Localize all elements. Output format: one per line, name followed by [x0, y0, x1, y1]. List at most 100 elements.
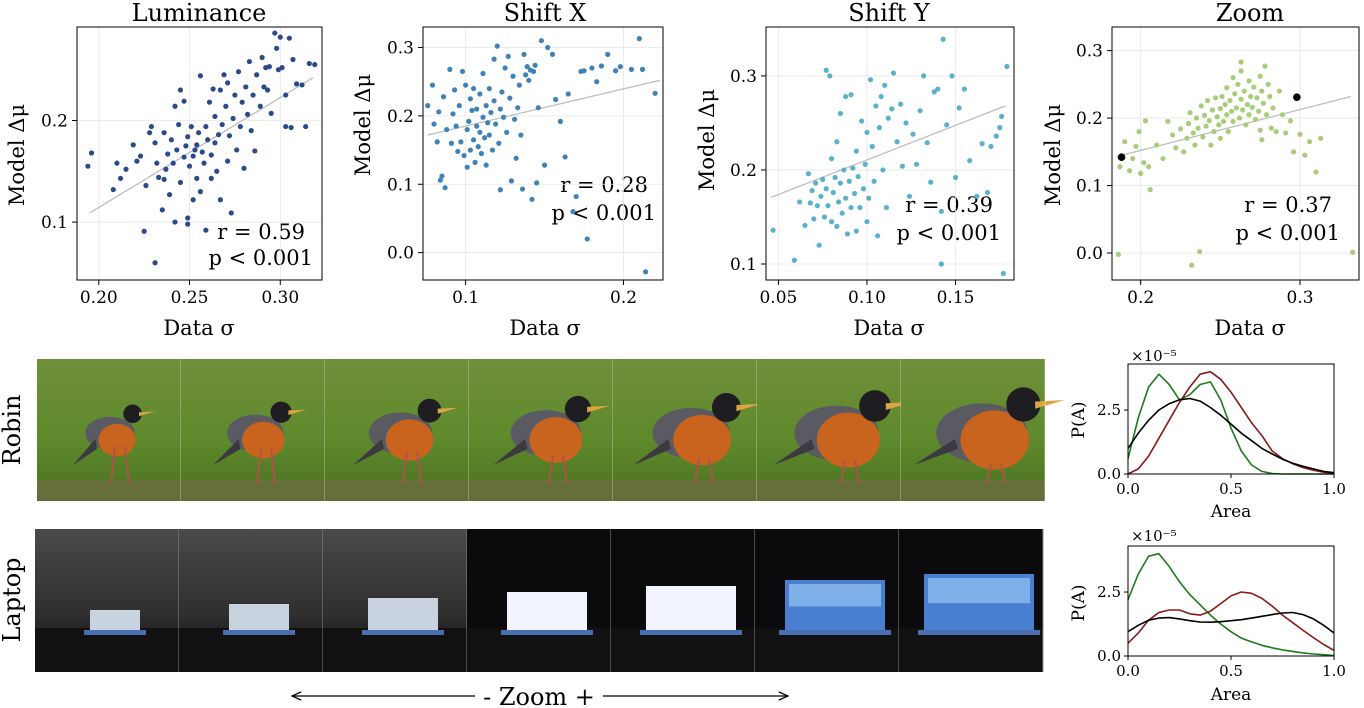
x-tick-label: 0.5 [1219, 662, 1243, 680]
data-point [488, 109, 494, 116]
ground-patch [37, 480, 181, 501]
data-point [1141, 160, 1147, 166]
data-point [1273, 128, 1279, 135]
data-point [510, 73, 516, 79]
data-point [85, 163, 91, 169]
data-point [882, 82, 888, 88]
data-point [469, 107, 475, 114]
data-point [217, 197, 223, 203]
data-point [605, 51, 611, 57]
data-point [1211, 128, 1217, 135]
data-point [885, 115, 891, 121]
data-point [589, 65, 595, 71]
data-point [497, 106, 503, 112]
data-point [250, 92, 256, 98]
data-point [1201, 112, 1208, 118]
data-point [1205, 97, 1211, 104]
y-axis-label: Model Δμ [351, 74, 375, 176]
x-tick-label: 0.5 [1219, 480, 1243, 498]
shift-x-scatter-panel: Shift X Data σ Model Δμ r = 0.28 p < 0.0… [351, 0, 664, 340]
data-point [1251, 84, 1257, 90]
data-point [244, 111, 251, 117]
data-point [931, 89, 937, 95]
y-axis-label: Model Δμ [5, 104, 29, 206]
data-point [643, 269, 649, 275]
data-point [288, 124, 294, 131]
data-point [491, 56, 497, 62]
y-tick-label: 0.2 [41, 111, 68, 131]
data-point [286, 35, 292, 41]
bird-beak [1035, 399, 1065, 409]
laptop-frame [179, 529, 324, 672]
y-tick-label: 0.1 [387, 175, 414, 195]
data-point [1267, 93, 1273, 100]
data-point [899, 163, 906, 169]
p-value-stat: p < 0.001 [1235, 221, 1340, 245]
data-point [1122, 139, 1128, 145]
data-point [436, 109, 442, 115]
data-point [274, 45, 280, 51]
data-point [226, 133, 233, 139]
robin-frame [325, 359, 470, 501]
data-point [459, 68, 466, 75]
plot-frame [1127, 363, 1335, 475]
bird-breast [960, 410, 1029, 470]
bird-leg [694, 457, 700, 484]
data-point [88, 150, 95, 156]
data-point [458, 139, 464, 145]
data-point [203, 227, 209, 233]
data-point [802, 222, 808, 229]
data-point [814, 203, 820, 209]
data-point [1203, 123, 1209, 129]
data-point [440, 94, 447, 100]
data-point [185, 134, 191, 140]
bird-tail [353, 439, 384, 465]
data-point [834, 139, 840, 145]
data-point [1232, 91, 1238, 97]
data-point [1200, 134, 1206, 140]
data-point [1184, 135, 1190, 141]
bird-beak [139, 411, 155, 417]
data-point [988, 143, 994, 150]
bird-breast [385, 419, 434, 461]
data-point [636, 36, 642, 42]
data-point [827, 73, 833, 79]
bird-tail [633, 439, 671, 465]
data-point [1208, 142, 1214, 148]
data-point [873, 103, 879, 109]
data-point [883, 204, 890, 211]
data-point [259, 54, 265, 61]
data-point [538, 38, 545, 44]
data-point [234, 147, 240, 153]
data-point [1189, 262, 1195, 268]
data-point [230, 115, 236, 122]
data-point [467, 147, 473, 153]
bird-breast [529, 417, 583, 463]
zoom-direction-axis: - Zoom + [292, 683, 788, 708]
data-point [876, 125, 882, 131]
data-point [483, 162, 489, 168]
data-point [944, 122, 950, 128]
data-point [456, 103, 462, 109]
data-point [832, 174, 838, 181]
data-point [581, 68, 587, 74]
data-point [246, 58, 253, 65]
data-point [293, 81, 300, 87]
bird-head [1006, 387, 1041, 422]
data-point [504, 129, 510, 135]
x-tick-label: 0.3 [1287, 288, 1314, 308]
laptop-row-label: Laptop [0, 557, 26, 642]
data-point [268, 110, 274, 116]
data-point [248, 128, 254, 134]
data-point [489, 147, 496, 153]
data-point [450, 111, 456, 117]
data-point [1265, 81, 1271, 87]
data-point [166, 192, 173, 198]
data-point [496, 140, 502, 146]
data-point [472, 159, 478, 165]
data-point [791, 257, 797, 263]
data-point [225, 158, 231, 164]
data-point [474, 123, 480, 129]
ground-patch [325, 480, 469, 501]
